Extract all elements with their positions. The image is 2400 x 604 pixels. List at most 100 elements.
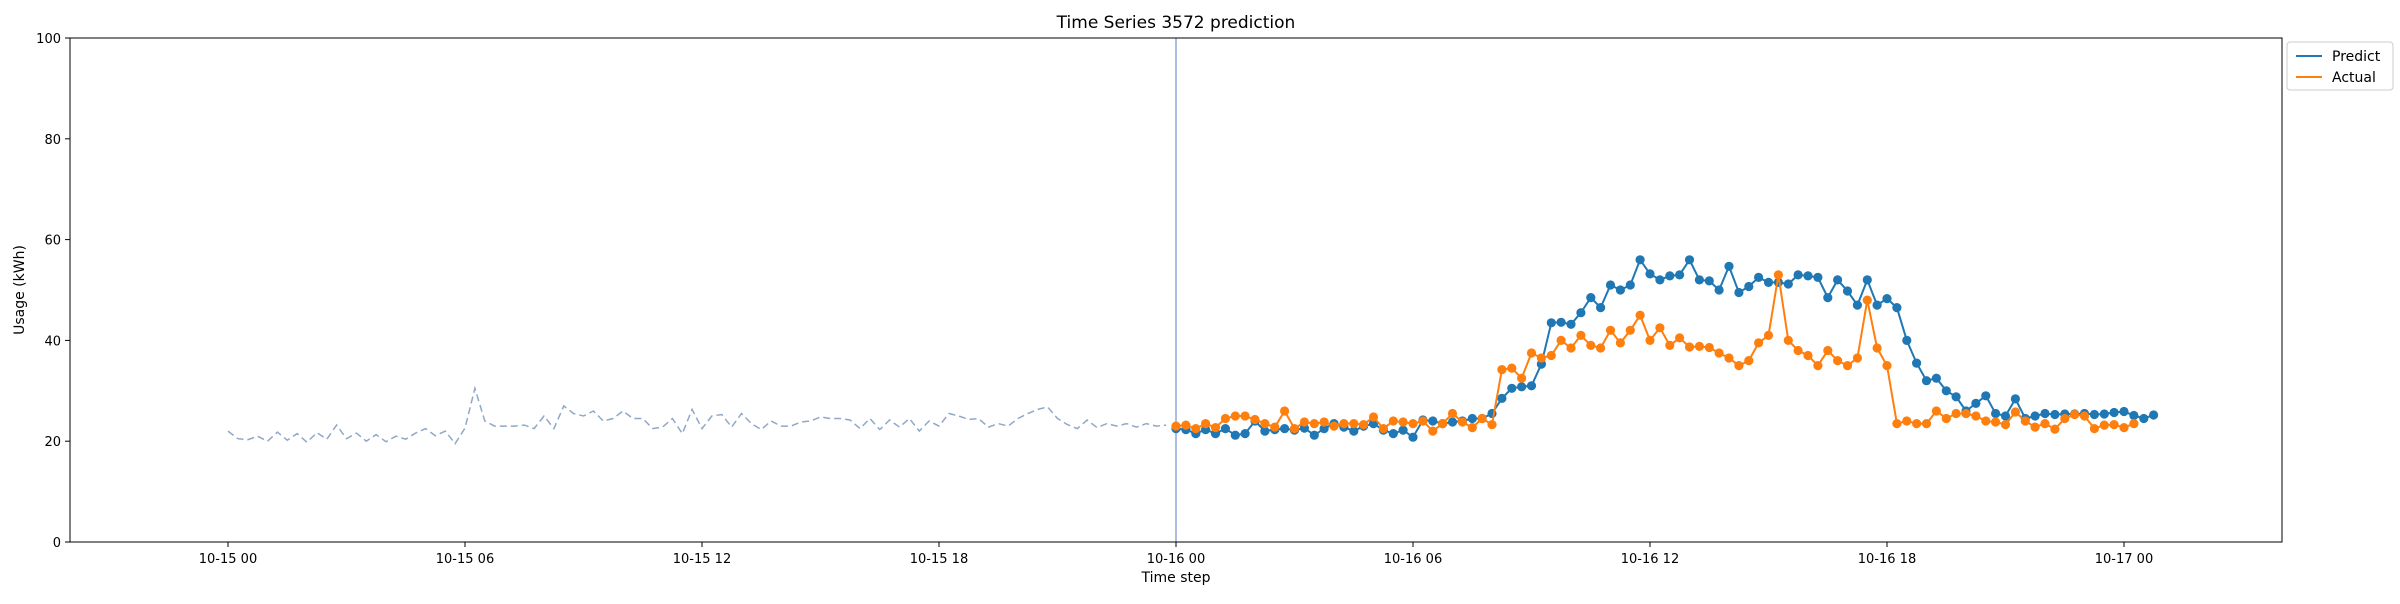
predict-point: [2050, 409, 2060, 420]
predict-point: [1803, 271, 1813, 281]
legend: Predict Actual: [2286, 41, 2394, 91]
actual-point: [1576, 330, 1586, 340]
actual-point: [2040, 419, 2050, 429]
predict-point: [1931, 373, 1941, 383]
predict-point: [1220, 424, 1230, 434]
predict-point: [1892, 303, 1902, 313]
predict-point: [1546, 318, 1556, 328]
predict-point: [1260, 426, 1270, 436]
actual-point: [1368, 412, 1379, 422]
predict-point: [1615, 285, 1625, 295]
actual-point: [1388, 416, 1398, 426]
actual-point: [1882, 361, 1892, 371]
actual-point: [1744, 356, 1754, 366]
actual-point: [1793, 345, 1803, 356]
predict-point: [1852, 300, 1862, 310]
predict-point: [1665, 271, 1675, 281]
actual-point: [1615, 338, 1625, 348]
x-tick-label: 10-15 12: [673, 552, 731, 567]
actual-point: [2070, 409, 2080, 420]
predict-point: [1981, 391, 1991, 401]
actual-point: [1507, 363, 1517, 373]
actual-point: [1596, 343, 1606, 353]
predict-point: [1754, 272, 1764, 282]
predict-point: [1941, 386, 1951, 396]
predict-point: [1408, 432, 1418, 442]
x-tick-label: 10-15 18: [910, 552, 968, 567]
actual-point: [1270, 422, 1280, 432]
actual-point: [2060, 413, 2070, 424]
y-tick-label: 0: [53, 536, 61, 551]
actual-point: [1418, 416, 1428, 426]
actual-point: [1941, 413, 1951, 424]
plot-layer: [227, 38, 2159, 542]
actual-point: [2079, 411, 2090, 421]
predict-point: [1645, 269, 1655, 279]
actual-point: [1833, 356, 1843, 366]
predict-point: [1872, 300, 1882, 310]
actual-point: [1704, 342, 1714, 353]
predict-point: [1566, 319, 1576, 329]
actual-point: [1902, 416, 1912, 426]
predict-point: [1596, 303, 1606, 313]
actual-point: [1714, 348, 1724, 358]
predict-point: [1368, 419, 1379, 429]
y-tick-label: 20: [44, 435, 61, 450]
predict-point: [1507, 383, 1517, 393]
actual-point: [1931, 406, 1941, 416]
y-tick-label: 80: [44, 133, 61, 148]
predict-point: [1724, 261, 1734, 271]
predict-point: [2040, 408, 2050, 419]
actual-point: [1526, 348, 1537, 358]
actual-point: [1783, 335, 1793, 345]
actual-point: [1823, 345, 1833, 356]
actual-point: [1487, 420, 1497, 430]
actual-point: [1289, 424, 1300, 434]
predict-point: [1635, 255, 1645, 265]
predict-point: [2129, 410, 2139, 421]
predict-point: [1556, 317, 1566, 327]
predict-point: [1586, 293, 1596, 303]
actual-point: [1684, 342, 1695, 352]
actual-point: [1862, 295, 1872, 305]
actual-point: [1675, 333, 1685, 343]
actual-point: [1191, 424, 1201, 434]
predict-point: [1447, 417, 1458, 427]
legend-label-predict: Predict: [2332, 49, 2381, 65]
predict-point: [1526, 381, 1537, 391]
actual-point: [1447, 408, 1458, 419]
predict-point: [1902, 335, 1912, 345]
actual-point: [1971, 411, 1981, 421]
actual-point: [1299, 417, 1309, 427]
predict-point: [1309, 430, 1319, 440]
actual-point: [1842, 361, 1853, 371]
actual-point: [2119, 423, 2129, 433]
predict-point: [1230, 430, 1240, 440]
actual-point: [1250, 414, 1260, 425]
actual-point: [1754, 338, 1764, 348]
actual-point: [1428, 426, 1438, 436]
predict-point: [2099, 409, 2109, 419]
actual-point: [1220, 413, 1230, 424]
predict-point: [1991, 408, 2001, 419]
actual-point: [1319, 417, 1329, 427]
actual-point: [1378, 424, 1388, 434]
predict-point: [1951, 392, 1961, 402]
predict-point: [1398, 425, 1408, 435]
x-tick-label: 10-16 12: [1621, 552, 1679, 567]
predict-point: [1319, 424, 1329, 434]
predict-point: [1675, 270, 1685, 280]
actual-point: [1467, 423, 1477, 433]
actual-point: [1803, 350, 1813, 361]
actual-point: [1438, 419, 1448, 429]
y-tick-label: 40: [44, 334, 61, 349]
predict-point: [1240, 429, 1250, 439]
actual-point: [1991, 417, 2001, 427]
actual-point: [1230, 411, 1240, 421]
actual-point: [1694, 341, 1704, 351]
actual-point: [2000, 420, 2011, 430]
actual-point: [1763, 330, 1774, 340]
actual-point: [1872, 343, 1882, 353]
predict-point: [1882, 294, 1892, 304]
